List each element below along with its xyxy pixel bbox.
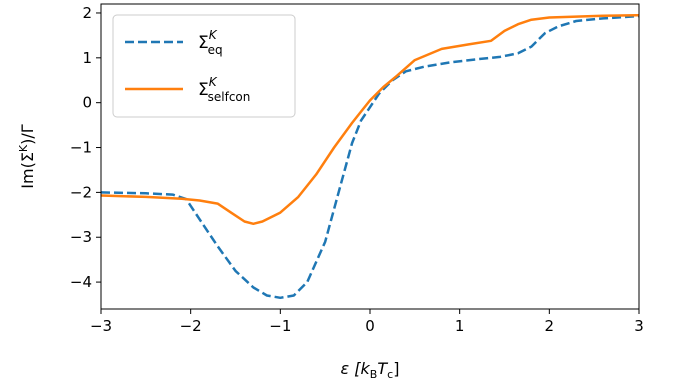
y-tick-label: 2 <box>82 4 92 22</box>
y-tick-label: −2 <box>70 183 92 201</box>
y-tick-label: −4 <box>70 273 92 291</box>
x-tick-label: −1 <box>269 317 291 335</box>
y-axis-label: Im(ΣK)/Γ <box>17 124 37 189</box>
x-label-end: ] <box>393 359 399 378</box>
series-line-1 <box>100 13 640 226</box>
x-tick-label: 1 <box>455 317 465 335</box>
x-label-sub1: B <box>370 368 378 381</box>
x-tick-label: −3 <box>90 317 112 335</box>
legend-selfcon-sup: K <box>209 75 218 89</box>
legend-selfcon-sub: selfcon <box>208 90 251 104</box>
x-tick-label: −2 <box>180 317 202 335</box>
y-label-end: )/Γ <box>18 124 37 145</box>
plot-lines <box>100 13 640 300</box>
legend-selfcon-base: Σ <box>198 80 209 100</box>
x-label-main: ε [k <box>341 359 371 378</box>
legend-label-selfcon: ΣK selfcon <box>198 75 250 104</box>
series-line-0 <box>100 14 640 300</box>
x-label-mid: T <box>377 359 388 378</box>
x-tick-label: 0 <box>365 317 375 335</box>
y-axis-ticks: 2 1 0 −1 −2 −3 −4 <box>70 4 101 291</box>
y-tick-label: −1 <box>70 139 92 157</box>
x-axis-label: ε [kBTc] <box>341 359 400 381</box>
y-tick-label: 0 <box>82 94 92 112</box>
legend: ΣK eq ΣK selfcon <box>112 14 296 118</box>
x-axis-ticks: −3 −2 −1 0 1 2 3 <box>90 309 644 335</box>
y-label-main: Im(Σ <box>18 152 37 189</box>
y-tick-label: 1 <box>82 49 92 67</box>
legend-eq-sub: eq <box>208 43 223 57</box>
y-label-sup: K <box>17 144 30 152</box>
x-tick-label: 2 <box>545 317 555 335</box>
legend-eq-sup: K <box>209 28 218 42</box>
y-tick-label: −3 <box>70 228 92 246</box>
x-tick-label: 3 <box>634 317 644 335</box>
legend-eq-base: Σ <box>198 33 209 53</box>
legend-box <box>112 14 296 118</box>
x-label-sub2: c <box>387 368 393 381</box>
legend-label-eq: ΣK eq <box>198 28 223 57</box>
